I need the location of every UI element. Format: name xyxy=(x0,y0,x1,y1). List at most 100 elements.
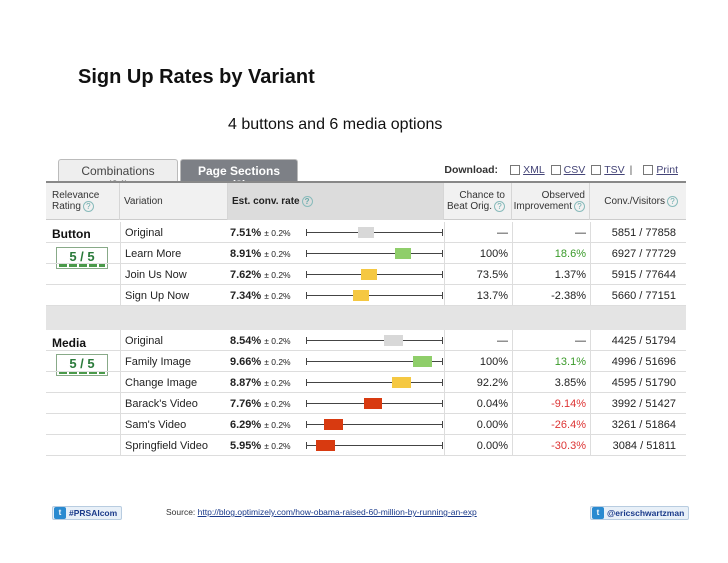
group-label-button: Button xyxy=(52,227,91,241)
twitter-tag-right[interactable]: t @ericschwartzman xyxy=(590,506,690,520)
chance-to-beat: 0.00% xyxy=(444,435,512,456)
table-row[interactable]: Sign Up Now 7.34% ± 0.2% 13.7% -2.38% 566… xyxy=(46,285,686,306)
header-variation: Variation xyxy=(120,183,228,220)
interval-box xyxy=(392,377,411,388)
help-icon[interactable]: ? xyxy=(494,201,505,213)
observed-improvement: -2.38% xyxy=(512,285,590,306)
conv-visitors: 4425 / 51794 xyxy=(590,330,682,351)
download-tsv-link[interactable]: TSV xyxy=(604,164,625,176)
interval-line xyxy=(306,382,442,383)
download-xml-link[interactable]: XML xyxy=(523,164,545,176)
download-tsv[interactable]: TSV xyxy=(591,164,625,176)
interval-cap-left xyxy=(306,421,307,428)
download-label: Download: xyxy=(444,164,499,176)
confidence-bar xyxy=(304,264,444,285)
interval-cap-right xyxy=(442,421,443,428)
help-icon[interactable]: ? xyxy=(574,201,585,213)
conv-visitors: 3084 / 51811 xyxy=(590,435,682,456)
table-row[interactable]: Family Image 9.66% ± 0.2% 100% 13.1% 4996… xyxy=(46,351,686,372)
confidence-bar xyxy=(304,351,444,372)
conv-rate: 8.87% ± 0.2% xyxy=(230,376,291,389)
observed-improvement: -26.4% xyxy=(512,414,590,435)
chance-to-beat: 73.5% xyxy=(444,264,512,285)
interval-box xyxy=(413,356,432,367)
download-separator: | xyxy=(629,164,633,176)
interval-cap-left xyxy=(306,337,307,344)
table-row[interactable]: Join Us Now 7.62% ± 0.2% 73.5% 1.37% 5915… xyxy=(46,264,686,285)
download-bar: Download: XML CSV TSV | Print xyxy=(444,164,678,176)
table-row[interactable]: Change Image 8.87% ± 0.2% 92.2% 3.85% 459… xyxy=(46,372,686,393)
variation-name: Join Us Now xyxy=(120,264,228,285)
interval-box xyxy=(316,440,335,451)
conv-rate: 7.62% ± 0.2% xyxy=(230,268,291,281)
interval-box xyxy=(384,335,403,346)
tab-bar: Combinations (24) Page Sections (2) xyxy=(58,159,300,192)
table-row[interactable]: Sam's Video 6.29% ± 0.2% 0.00% -26.4% 326… xyxy=(46,414,686,435)
table-row[interactable]: Barack's Video 7.76% ± 0.2% 0.04% -9.14% … xyxy=(46,393,686,414)
table-row[interactable]: Original 8.54% ± 0.2% — — 4425 / 51794 xyxy=(46,330,686,351)
observed-improvement: 18.6% xyxy=(512,243,590,264)
table-row[interactable]: Springfield Video 5.95% ± 0.2% 0.00% -30.… xyxy=(46,435,686,456)
table-row[interactable]: Learn More 8.91% ± 0.2% 100% 18.6% 6927 /… xyxy=(46,243,686,264)
interval-cap-right xyxy=(442,400,443,407)
interval-box xyxy=(394,248,411,259)
variation-name: Original xyxy=(120,330,228,351)
help-icon[interactable]: ? xyxy=(301,196,313,207)
conv-rate: 8.91% ± 0.2% xyxy=(230,247,291,260)
twitter-handle: @ericschwartzman xyxy=(607,508,685,518)
chance-to-beat: 100% xyxy=(444,351,512,372)
confidence-bar xyxy=(304,393,444,414)
interval-line xyxy=(306,445,442,446)
results-table: Relevance Rating? Variation Est. conv. ra… xyxy=(46,181,686,457)
interval-cap-right xyxy=(442,337,443,344)
source-citation: Source: http://blog.optimizely.com/how-o… xyxy=(166,507,477,517)
confidence-bar xyxy=(304,414,444,435)
tab-combinations[interactable]: Combinations (24) xyxy=(58,159,178,192)
twitter-tag-left[interactable]: t #PRSAIcom xyxy=(52,506,123,520)
print-link[interactable]: Print xyxy=(656,164,678,176)
confidence-bar xyxy=(304,435,444,456)
hashtag: #PRSAIcom xyxy=(69,508,118,518)
help-icon[interactable]: ? xyxy=(82,201,94,213)
interval-box xyxy=(363,398,382,409)
tab-page-sections[interactable]: Page Sections (2) xyxy=(180,159,298,192)
source-link[interactable]: http://blog.optimizely.com/how-obama-rai… xyxy=(197,507,477,517)
print-button[interactable]: Print xyxy=(643,164,678,176)
conv-visitors: 4595 / 51790 xyxy=(590,372,682,393)
table-row[interactable]: Original 7.51% ± 0.2% — — 5851 / 77858 xyxy=(46,222,686,243)
interval-cap-left xyxy=(306,400,307,407)
header-variation-label: Variation xyxy=(124,196,163,207)
interval-line xyxy=(306,340,442,341)
interval-cap-right xyxy=(442,358,443,365)
header-relevance-line1: Relevance xyxy=(52,190,100,202)
interval-cap-right xyxy=(442,271,443,278)
variation-name: Sam's Video xyxy=(120,414,228,435)
interval-cap-right xyxy=(442,442,443,449)
csv-file-icon xyxy=(550,165,561,175)
interval-box xyxy=(358,227,374,238)
confidence-bar xyxy=(304,285,444,306)
interval-cap-left xyxy=(306,442,307,449)
slide-footer: t #PRSAIcom Source: http://blog.optimizel… xyxy=(0,506,728,522)
results-panel: Combinations (24) Page Sections (2) Down… xyxy=(46,157,686,457)
download-csv[interactable]: CSV xyxy=(550,164,586,176)
interval-line xyxy=(306,424,442,425)
download-xml[interactable]: XML xyxy=(510,164,545,176)
interval-box xyxy=(360,269,377,280)
header-chance-line1: Chance to xyxy=(459,190,505,202)
group-label-media: Media xyxy=(52,336,87,350)
conv-visitors: 3992 / 51427 xyxy=(590,393,682,414)
twitter-bird-icon: t xyxy=(592,507,604,519)
conv-visitors: 6927 / 77729 xyxy=(590,243,682,264)
variation-name: Barack's Video xyxy=(120,393,228,414)
interval-line xyxy=(306,232,442,233)
variation-name: Original xyxy=(120,222,228,243)
header-est-conv-rate[interactable]: Est. conv. rate? xyxy=(228,183,444,220)
help-icon[interactable]: ? xyxy=(667,196,678,207)
download-csv-link[interactable]: CSV xyxy=(563,164,586,176)
interval-line xyxy=(306,295,442,296)
conv-rate: 5.95% ± 0.2% xyxy=(230,439,291,452)
interval-box xyxy=(353,290,369,301)
header-conv-visitors: Conv./Visitors? xyxy=(590,183,686,220)
confidence-bar xyxy=(304,243,444,264)
